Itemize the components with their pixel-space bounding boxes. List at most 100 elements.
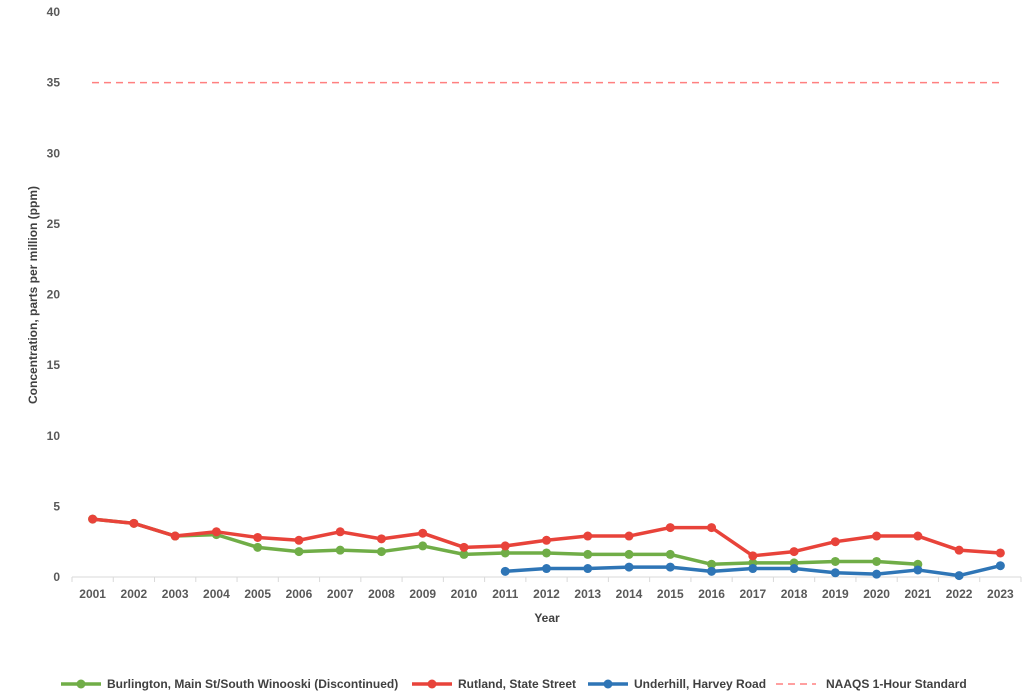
data-point — [913, 565, 923, 575]
y-axis-ticks: 0 5 10 15 20 25 30 35 40 — [47, 5, 61, 584]
data-point — [872, 531, 882, 541]
data-point — [583, 531, 593, 541]
data-point — [995, 548, 1005, 558]
data-point — [748, 551, 758, 561]
y-tick-label: 25 — [47, 217, 61, 231]
data-point — [954, 571, 964, 581]
data-point — [542, 564, 551, 574]
series-2 — [500, 561, 1005, 581]
x-tick-label: 2009 — [409, 587, 436, 601]
x-tick-label: 2012 — [533, 587, 560, 601]
x-tick-label: 2023 — [987, 587, 1014, 601]
data-point — [872, 556, 882, 566]
legend-label: Underhill, Harvey Road — [634, 677, 766, 691]
data-point — [665, 562, 675, 572]
data-point — [542, 548, 551, 558]
data-point — [88, 514, 98, 524]
data-point — [872, 569, 882, 579]
data-point — [376, 534, 386, 544]
x-tick-label: 2001 — [79, 587, 106, 601]
x-tick-label: 2008 — [368, 587, 395, 601]
x-tick-label: 2017 — [739, 587, 766, 601]
data-point — [913, 531, 923, 541]
data-point — [624, 531, 634, 541]
data-point — [707, 559, 717, 569]
data-point — [748, 564, 758, 574]
legend-item: Burlington, Main St/South Winooski (Disc… — [61, 677, 398, 691]
legend-label: NAAQS 1-Hour Standard — [826, 677, 967, 691]
series-group — [88, 81, 1005, 581]
x-tick-label: 2015 — [657, 587, 684, 601]
legend-item: Rutland, State Street — [412, 677, 576, 691]
data-point — [376, 547, 386, 557]
y-tick-label: 5 — [53, 499, 60, 513]
data-point — [335, 545, 345, 555]
x-tick-label: 2007 — [327, 587, 354, 601]
data-point — [665, 523, 675, 533]
data-point — [789, 564, 799, 574]
legend-label: Burlington, Main St/South Winooski (Disc… — [107, 677, 398, 691]
x-tick-label: 2013 — [574, 587, 601, 601]
x-tick-label: 2019 — [822, 587, 849, 601]
x-tick-label: 2022 — [946, 587, 973, 601]
data-point — [418, 541, 428, 551]
y-tick-label: 35 — [47, 76, 61, 90]
data-point — [294, 535, 304, 545]
y-tick-label: 20 — [47, 288, 61, 302]
x-tick-label: 2020 — [863, 587, 890, 601]
data-point — [789, 547, 799, 557]
x-tick-label: 2011 — [492, 587, 518, 601]
data-point — [129, 518, 139, 528]
x-tick-label: 2010 — [451, 587, 478, 601]
x-tick-label: 2018 — [781, 587, 808, 601]
data-point — [253, 542, 263, 552]
legend-item: NAAQS 1-Hour Standard — [776, 677, 967, 691]
legend-label: Rutland, State Street — [458, 677, 576, 691]
data-point — [995, 561, 1005, 571]
x-tick-label: 2002 — [121, 587, 148, 601]
x-axis-title: Year — [534, 611, 560, 625]
y-axis-title: Concentration, parts per million (ppm) — [26, 186, 40, 404]
y-tick-label: 30 — [47, 146, 61, 160]
data-point — [335, 527, 345, 537]
data-point — [954, 545, 964, 555]
legend-marker — [76, 679, 86, 689]
x-tick-label: 2021 — [904, 587, 931, 601]
legend-item: Underhill, Harvey Road — [588, 677, 766, 691]
data-point — [583, 564, 593, 574]
data-point — [624, 549, 634, 559]
data-point — [830, 537, 840, 547]
data-point — [459, 542, 469, 552]
y-tick-label: 0 — [53, 570, 60, 584]
data-point — [418, 528, 428, 538]
series-0 — [88, 514, 923, 569]
data-point — [211, 527, 221, 537]
data-point — [665, 549, 675, 559]
data-point — [500, 566, 510, 576]
legend: Burlington, Main St/South Winooski (Disc… — [61, 677, 967, 691]
x-tick-label: 2004 — [203, 587, 230, 601]
data-point — [707, 566, 717, 576]
data-point — [170, 531, 180, 541]
legend-marker — [427, 679, 437, 689]
data-point — [830, 568, 840, 578]
series-1 — [88, 514, 1005, 561]
data-point — [459, 549, 469, 559]
y-tick-label: 40 — [47, 5, 61, 19]
x-tick-label: 2016 — [698, 587, 725, 601]
x-tick-label: 2014 — [616, 587, 643, 601]
data-point — [500, 548, 510, 558]
x-axis-ticks: 2001 2002 2003 2004 2005 2006 2007 2008 2009 2010… — [71, 577, 1022, 601]
legend-marker — [603, 679, 613, 689]
data-point — [583, 549, 593, 559]
y-tick-label: 15 — [47, 358, 61, 372]
y-tick-label: 10 — [47, 429, 61, 443]
x-tick-label: 2003 — [162, 587, 189, 601]
data-point — [253, 532, 263, 542]
data-point — [830, 556, 840, 566]
data-point — [542, 535, 551, 545]
data-point — [707, 523, 717, 533]
data-point — [294, 547, 304, 557]
x-tick-label: 2006 — [286, 587, 313, 601]
